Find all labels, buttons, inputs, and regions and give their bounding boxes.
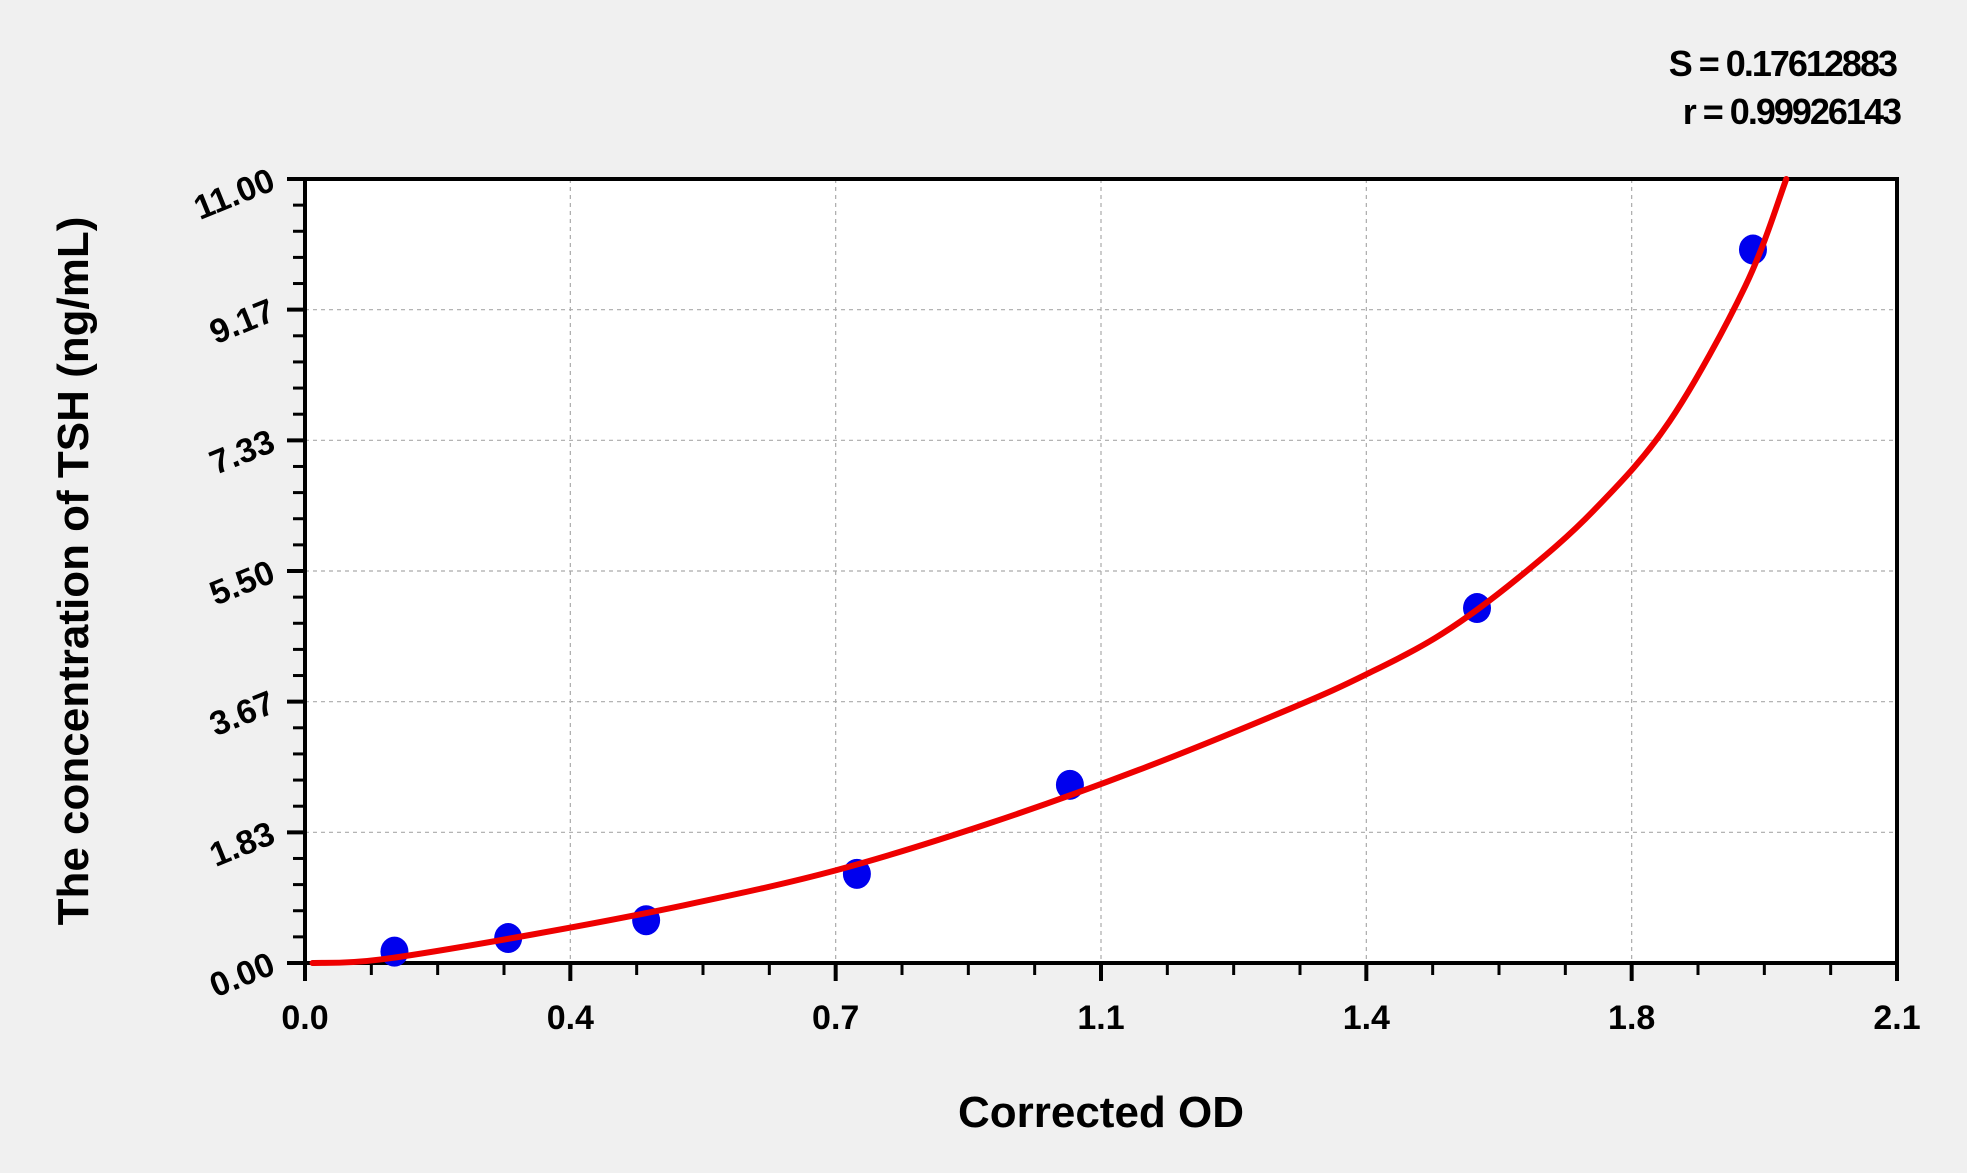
x-tick-label: 1.1	[1077, 999, 1124, 1037]
plot-frame	[303, 177, 1899, 965]
x-tick-label: 2.1	[1873, 999, 1920, 1037]
x-tick-label: 0.7	[812, 999, 859, 1037]
x-tick-label: 1.4	[1343, 999, 1390, 1037]
y-axis-label: The concentration of TSH (ng/mL)	[49, 217, 98, 926]
fit-curve	[309, 176, 1790, 966]
annotation-r: r = 0.99926143	[1683, 91, 1901, 132]
x-axis-label: Corrected OD	[958, 1088, 1244, 1137]
data-point	[380, 936, 409, 967]
x-tick-label: 0.4	[547, 999, 594, 1037]
x-tick-label: 1.8	[1608, 999, 1655, 1037]
grid	[305, 179, 1897, 963]
x-tick-label: 0.0	[281, 999, 328, 1037]
annotation-s: S = 0.17612883	[1669, 43, 1897, 84]
